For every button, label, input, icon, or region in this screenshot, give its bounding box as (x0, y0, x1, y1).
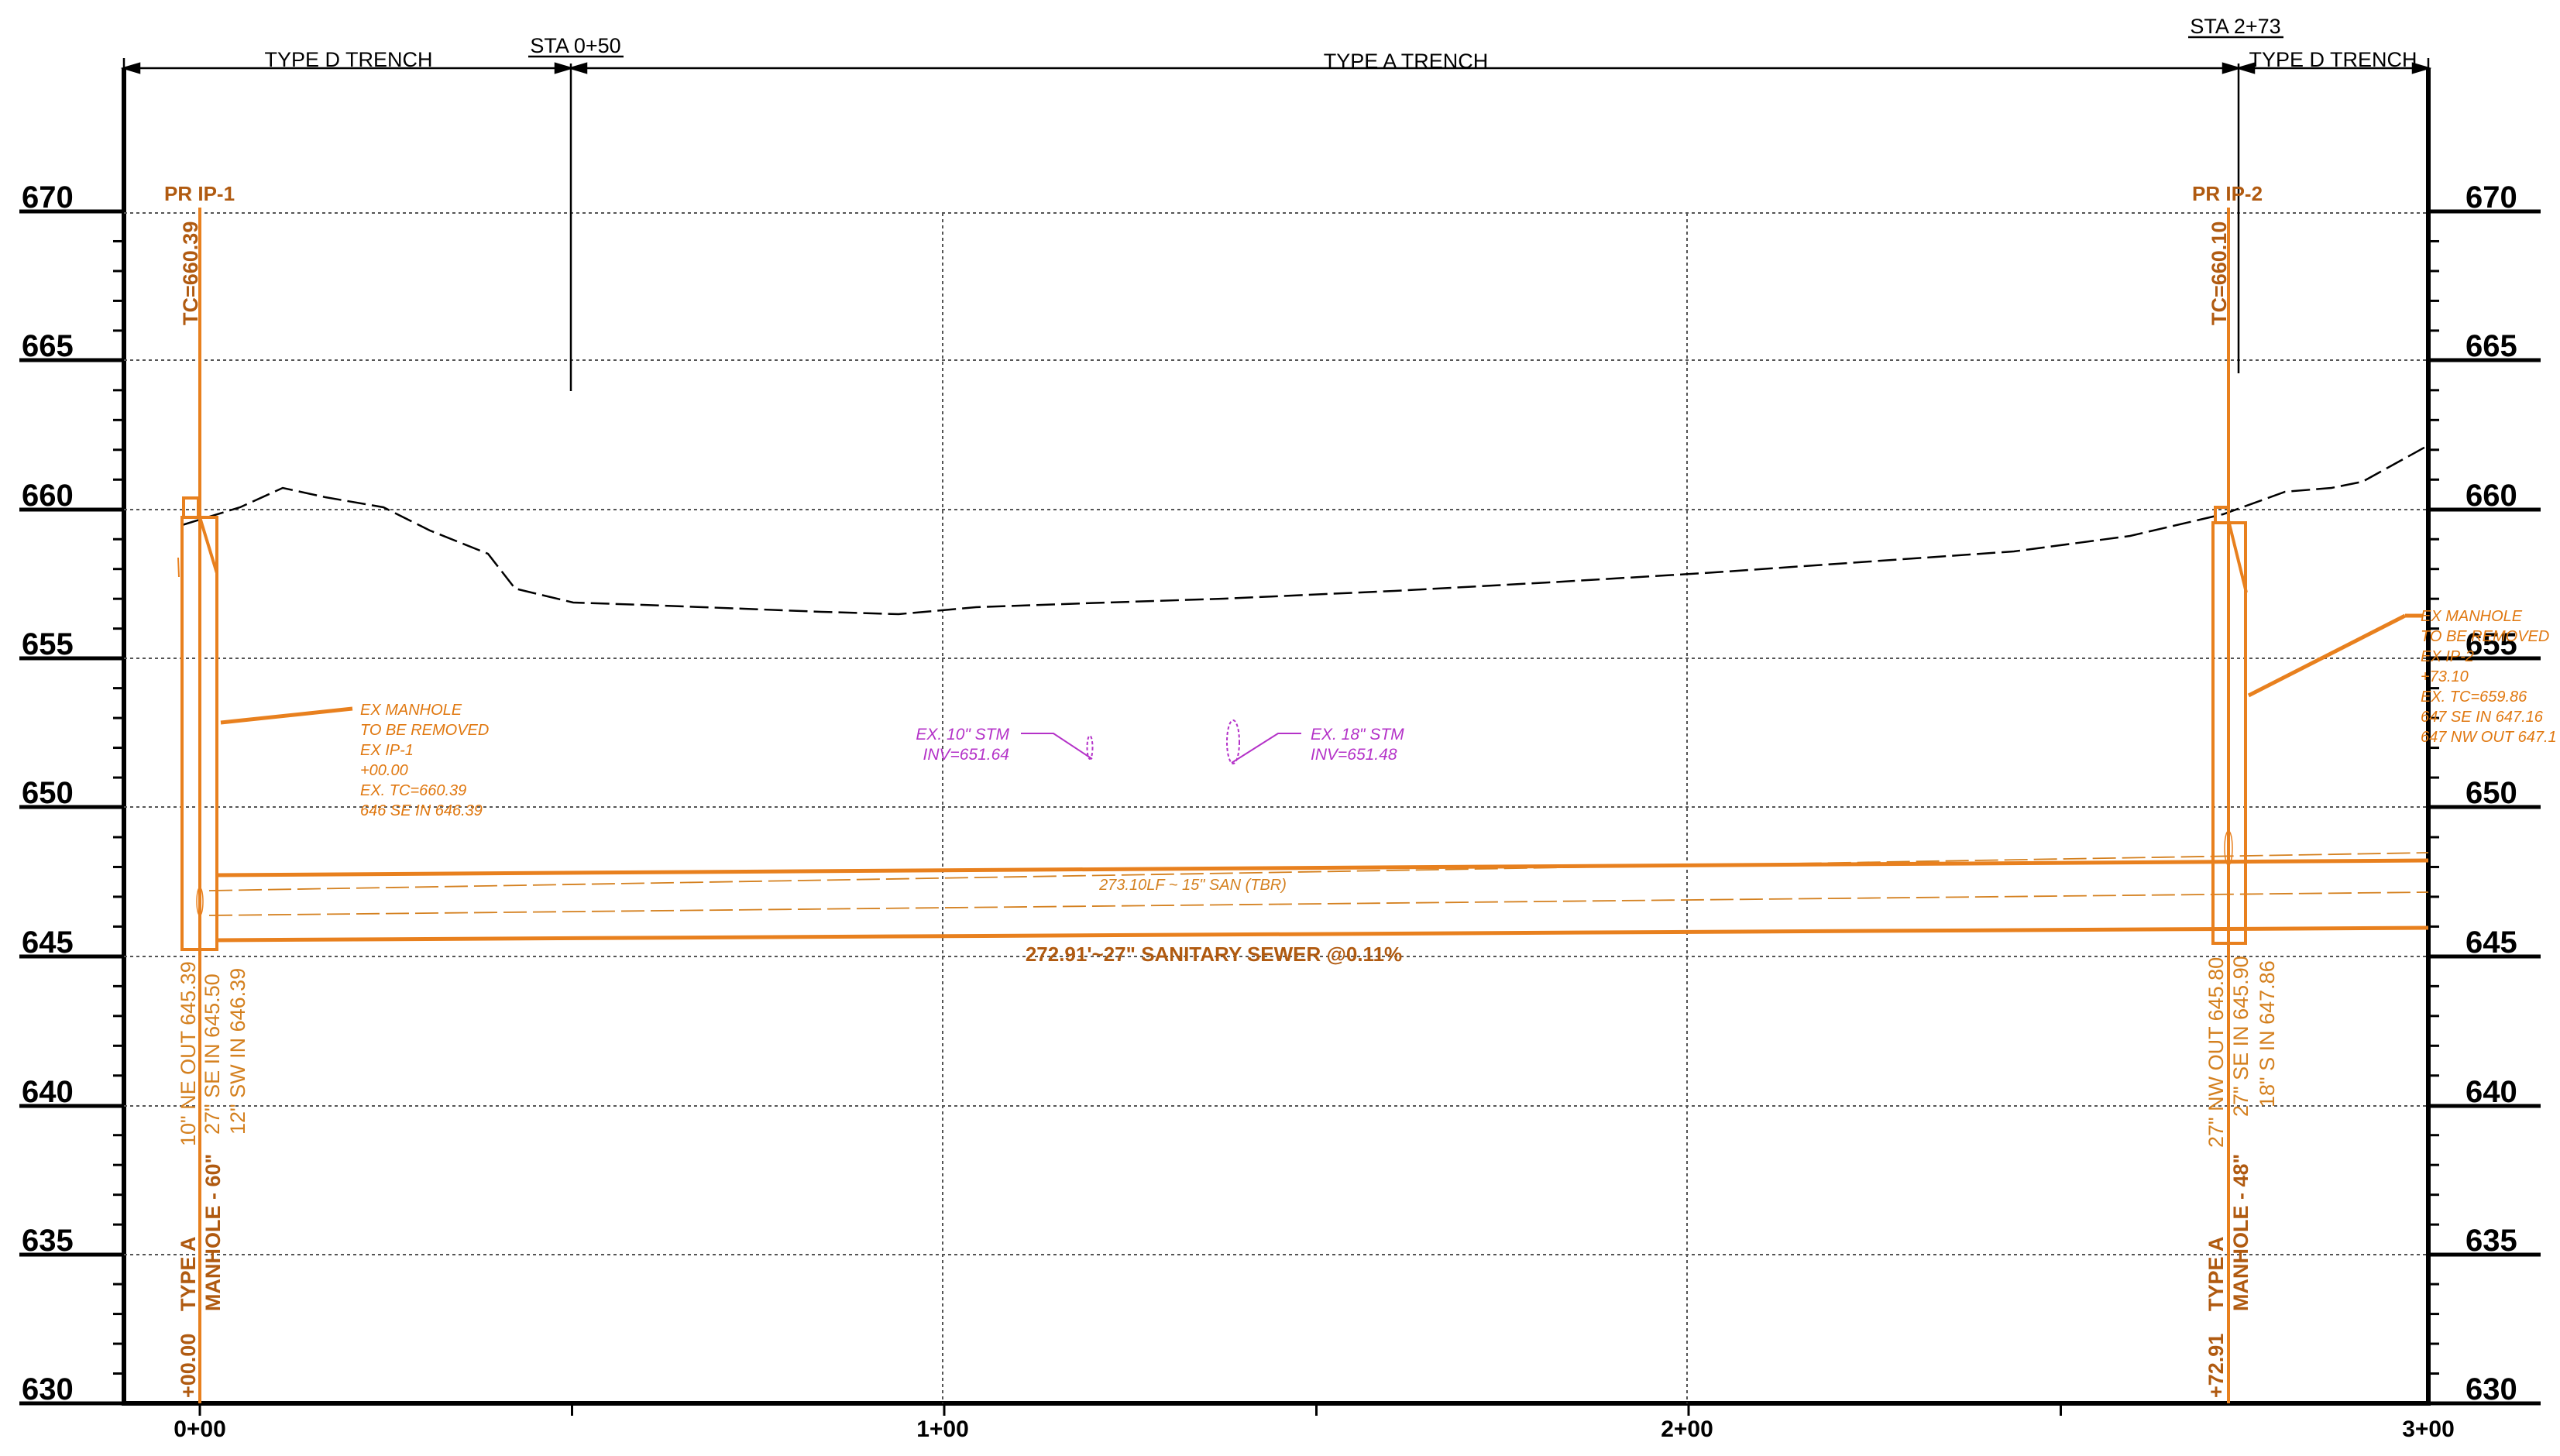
callout-left-line-1: EX MANHOLE (360, 702, 462, 719)
manhole-right-size: MANHOLE - 48" (2229, 1154, 2252, 1311)
manhole-left-invert-2: 27" SE IN 645.50 (201, 974, 224, 1135)
elev-label-635: 635 (22, 1224, 74, 1258)
elev-label-670: 670 (22, 180, 74, 215)
profile-frame (122, 68, 2431, 1406)
manhole-left-invert-3: 12" SW IN 646.39 (226, 968, 249, 1135)
manhole-right-invert-1: 27" NW OUT 645.80 (2204, 957, 2228, 1148)
callout-right-line-7: 647 NW OUT 647.1 (2421, 729, 2557, 746)
elev-label-665-right: 665 (2466, 329, 2517, 363)
manhole-right-station: +72.91 (2204, 1334, 2228, 1398)
callout-right-line-4: +73.10 (2421, 668, 2469, 685)
elev-label-635-right: 635 (2466, 1224, 2517, 1258)
manhole-right-invert-3: 18" S IN 647.86 (2256, 960, 2279, 1107)
callout-left-line-4: +00.00 (360, 762, 408, 779)
elevation-bars (19, 209, 2541, 1406)
callout-left-leader (220, 706, 353, 725)
elev-label-650: 650 (22, 776, 74, 810)
elev-label-630: 630 (22, 1372, 74, 1406)
sta-0-50-label: STA 0+50 (530, 34, 620, 57)
manhole-left-name: PR IP-1 (164, 182, 235, 205)
manhole-left-station: +00.00 (177, 1334, 200, 1398)
storm-right-label-2: INV=651.48 (1311, 746, 1397, 764)
trench-type-d-left: TYPE D TRENCH (264, 48, 432, 71)
manhole-right (2211, 208, 2248, 1403)
trench-dimensions (120, 36, 2432, 391)
station-labels: 0+00 1+00 2+00 3+00 (174, 1417, 2455, 1442)
storm-left-label-2: INV=651.64 (923, 746, 1009, 764)
elev-label-640: 640 (22, 1075, 74, 1109)
callout-left: EX MANHOLE TO BE REMOVED EX IP-1 +00.00 … (360, 702, 489, 819)
elev-label-670-right: 670 (2466, 180, 2517, 215)
callout-right-line-2: TO BE REMOVED (2421, 628, 2549, 645)
manhole-left-size: MANHOLE - 60" (201, 1154, 225, 1311)
manhole-left (177, 208, 218, 1403)
elev-label-665: 665 (22, 329, 74, 363)
station-label-2: 2+00 (1661, 1417, 1713, 1442)
station-label-0: 0+00 (174, 1417, 226, 1442)
elev-label-645-right: 645 (2466, 925, 2517, 960)
callout-right-line-3: EX IP-2 (2421, 648, 2474, 665)
trench-type-a: TYPE A TRENCH (1324, 50, 1489, 73)
old-pipe-label: 273.10LF ~ 15" SAN (TBR) (1098, 877, 1287, 894)
manhole-right-invert-2: 27" SE IN 645.90 (2229, 956, 2252, 1117)
manhole-right-name: PR IP-2 (2192, 182, 2263, 205)
old-sanitary-pipe (208, 852, 2429, 916)
station-grid (942, 213, 1688, 1403)
trench-type-d-right: TYPE D TRENCH (2249, 48, 2417, 71)
callout-right: EX MANHOLE TO BE REMOVED EX IP-2 +73.10 … (2421, 608, 2557, 746)
elev-label-640-right: 640 (2466, 1075, 2517, 1109)
elev-label-655: 655 (22, 627, 74, 661)
manhole-right-type: TYPE A (2204, 1236, 2228, 1311)
callout-right-leader (2247, 613, 2407, 698)
callout-left-line-3: EX IP-1 (360, 742, 414, 759)
existing-ground-profile (181, 444, 2429, 616)
station-ticks (198, 1403, 2062, 1416)
storm-crossing-left (1021, 733, 1094, 760)
station-label-3: 3+00 (2402, 1417, 2455, 1442)
storm-crossing-right (1226, 719, 1301, 764)
callout-right-line-5: EX. TC=659.86 (2421, 689, 2527, 706)
callout-left-line-5: EX. TC=660.39 (360, 782, 466, 799)
elevation-labels-left: 670 665 660 655 650 645 640 635 630 (22, 180, 74, 1406)
elev-label-660: 660 (22, 479, 74, 513)
elev-label-655-right: 655 (2466, 627, 2517, 661)
callout-right-line-6: 647 SE IN 647.16 (2421, 709, 2544, 726)
station-label-1: 1+00 (916, 1417, 969, 1442)
manhole-left-tc: TC=660.39 (179, 221, 202, 325)
storm-left-label-1: EX. 10" STM (916, 726, 1009, 743)
manhole-left-invert-1: 10" NE OUT 645.39 (177, 961, 200, 1146)
elev-label-630-right: 630 (2466, 1372, 2517, 1406)
manhole-right-tc: TC=660.10 (2208, 221, 2231, 325)
storm-right-label-1: EX. 18" STM (1311, 726, 1404, 743)
elev-label-660-right: 660 (2466, 479, 2517, 513)
callout-right-line-1: EX MANHOLE (2421, 608, 2523, 625)
callout-left-line-6: 646 SE IN 646.39 (360, 802, 483, 819)
new-sanitary-sewer (216, 858, 2429, 943)
elevation-ticks (113, 239, 2439, 1375)
callout-left-line-2: TO BE REMOVED (360, 722, 489, 739)
elev-label-650-right: 650 (2466, 776, 2517, 810)
new-pipe-label: 272.91'~27" SANITARY SEWER @0.11% (1026, 943, 1402, 966)
sta-2-73-label: STA 2+73 (2190, 15, 2280, 38)
elevation-labels-right: 670 665 660 655 650 645 640 635 630 (2466, 180, 2517, 1406)
manhole-left-type: TYPE A (177, 1236, 200, 1311)
elev-label-645: 645 (22, 925, 74, 960)
